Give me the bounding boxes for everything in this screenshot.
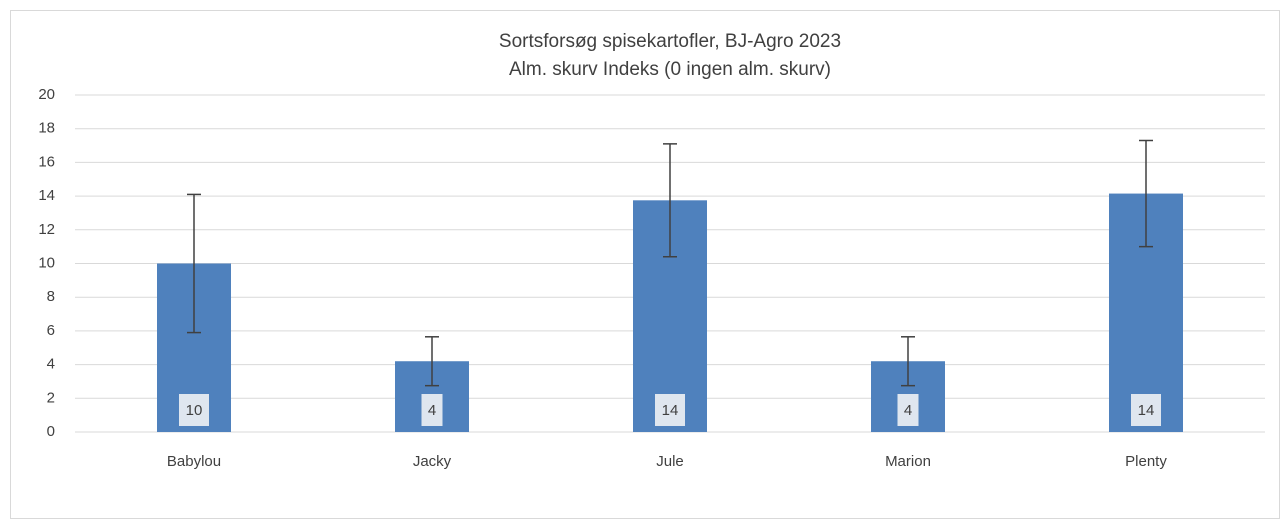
y-tick-label: 14	[38, 187, 55, 204]
x-tick-label: Jule	[656, 453, 684, 470]
data-label: 4	[904, 402, 912, 419]
y-tick-label: 2	[47, 389, 55, 406]
chart-title: Sortsforsøg spisekartofler, BJ-Agro 2023	[499, 31, 841, 52]
x-tick-label: Jacky	[413, 453, 452, 470]
y-tick-label: 20	[38, 86, 55, 103]
y-tick-label: 18	[38, 120, 55, 137]
y-tick-label: 4	[47, 356, 55, 373]
y-tick-label: 0	[47, 423, 55, 440]
data-label: 14	[1138, 402, 1155, 419]
data-label-box	[1131, 394, 1161, 426]
chart-subtitle: Alm. skurv Indeks (0 ingen alm. skurv)	[509, 59, 831, 80]
data-label-box	[655, 394, 685, 426]
y-tick-label: 8	[47, 288, 55, 305]
y-tick-label: 10	[38, 254, 55, 271]
data-label-box	[179, 394, 209, 426]
y-tick-label: 6	[47, 322, 55, 339]
x-tick-label: Marion	[885, 453, 931, 470]
y-tick-label: 16	[38, 153, 55, 170]
data-label: 4	[428, 402, 436, 419]
y-tick-label: 12	[38, 221, 55, 238]
data-label: 10	[186, 402, 203, 419]
x-tick-label: Babylou	[167, 453, 221, 470]
data-label-box	[897, 394, 919, 426]
x-tick-label: Plenty	[1125, 453, 1167, 470]
data-label: 14	[662, 402, 679, 419]
data-label-box	[421, 394, 443, 426]
